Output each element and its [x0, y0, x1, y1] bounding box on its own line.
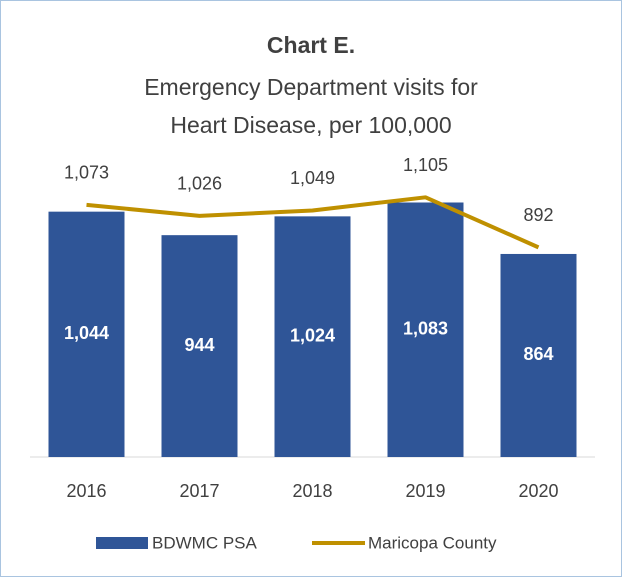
bar	[387, 202, 464, 457]
bar	[48, 211, 125, 457]
bar	[500, 253, 577, 457]
chart-subtitle: Heart Disease, per 100,000	[170, 112, 451, 138]
bar-value-label: 1,024	[290, 325, 335, 345]
legend-label: BDWMC PSA	[152, 533, 258, 552]
x-tick-label: 2019	[405, 481, 445, 501]
line-value-label: 1,026	[177, 174, 222, 194]
x-tick-label: 2016	[66, 481, 106, 501]
bar-value-label: 1,044	[64, 323, 109, 343]
bar-value-label: 1,083	[403, 318, 448, 338]
x-tick-label: 2018	[292, 481, 332, 501]
line-value-label: 1,073	[64, 163, 109, 183]
legend-swatch	[96, 537, 148, 549]
line-value-label: 1,049	[290, 168, 335, 188]
line-value-label: 892	[523, 205, 553, 225]
x-tick-label: 2017	[179, 481, 219, 501]
line	[86, 195, 540, 250]
chart-subtitle: Emergency Department visits for	[144, 74, 478, 100]
chart-title: Chart E.	[267, 32, 355, 58]
legend-label: Maricopa County	[368, 533, 497, 552]
bar-value-label: 944	[184, 335, 214, 355]
bar-value-label: 864	[523, 344, 553, 364]
bar	[274, 216, 351, 457]
line-value-label: 1,105	[403, 155, 448, 175]
x-tick-label: 2020	[518, 481, 558, 501]
bar	[161, 235, 238, 457]
